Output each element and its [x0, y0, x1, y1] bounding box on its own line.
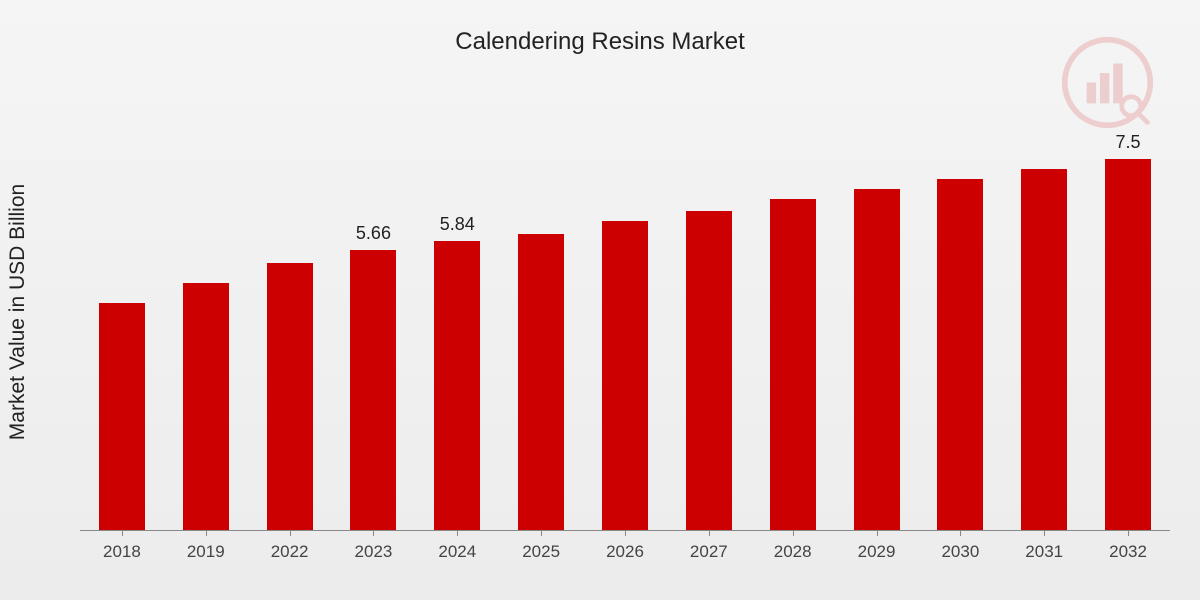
x-tick-label: 2030 [930, 542, 990, 562]
bar-value-label: 5.84 [427, 214, 487, 235]
bar [183, 283, 229, 530]
x-tick-mark [457, 530, 458, 536]
x-tick-mark [373, 530, 374, 536]
x-tick-label: 2018 [92, 542, 152, 562]
x-tick-label: 2027 [679, 542, 739, 562]
chart-container: Calendering Resins Market Market Value i… [0, 0, 1200, 600]
bar-value-label: 5.66 [343, 223, 403, 244]
bar [267, 263, 313, 530]
bar-value-label: 7.5 [1098, 132, 1158, 153]
bar [1105, 159, 1151, 530]
bar [434, 241, 480, 530]
x-tick-mark [541, 530, 542, 536]
x-tick-mark [1128, 530, 1129, 536]
x-tick-mark [206, 530, 207, 536]
x-tick-mark [625, 530, 626, 536]
x-tick-label: 2023 [343, 542, 403, 562]
bar [937, 179, 983, 530]
x-tick-label: 2028 [763, 542, 823, 562]
bar [99, 303, 145, 530]
bar [518, 234, 564, 530]
bar [686, 211, 732, 530]
x-tick-mark [793, 530, 794, 536]
x-tick-label: 2022 [260, 542, 320, 562]
bar [1021, 169, 1067, 530]
x-tick-label: 2025 [511, 542, 571, 562]
x-tick-mark [290, 530, 291, 536]
x-tick-label: 2019 [176, 542, 236, 562]
x-tick-mark [877, 530, 878, 536]
x-tick-mark [709, 530, 710, 536]
x-tick-mark [122, 530, 123, 536]
x-tick-label: 2032 [1098, 542, 1158, 562]
bar [350, 250, 396, 530]
x-tick-label: 2024 [427, 542, 487, 562]
bar [854, 189, 900, 530]
x-tick-mark [1044, 530, 1045, 536]
logo-watermark [1060, 35, 1155, 130]
x-tick-label: 2026 [595, 542, 655, 562]
x-tick-label: 2029 [847, 542, 907, 562]
bar [770, 199, 816, 530]
chart-title: Calendering Resins Market [0, 28, 1200, 56]
x-tick-label: 2031 [1014, 542, 1074, 562]
x-tick-mark [960, 530, 961, 536]
y-axis-label: Market Value in USD Billion [6, 184, 30, 440]
bar [602, 221, 648, 530]
